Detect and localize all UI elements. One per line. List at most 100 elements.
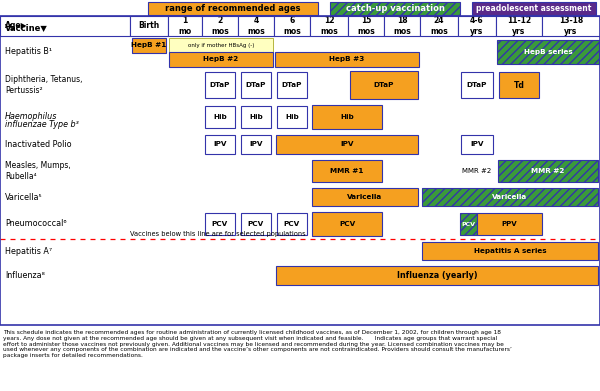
Bar	[205, 135, 235, 154]
Bar	[542, 263, 600, 288]
Text: Haemophilus: Haemophilus	[5, 112, 58, 121]
Text: MMR #2: MMR #2	[532, 168, 565, 174]
Text: Rubella⁴: Rubella⁴	[5, 172, 37, 181]
Text: DTaP: DTaP	[374, 82, 394, 88]
Bar	[420, 102, 458, 132]
Bar	[274, 132, 310, 157]
Bar	[348, 263, 384, 288]
Bar	[348, 36, 384, 68]
Bar	[205, 213, 235, 235]
Text: range of recommended ages: range of recommended ages	[165, 4, 301, 13]
Bar	[348, 157, 384, 185]
Text: 15
mos: 15 mos	[357, 16, 375, 36]
Bar	[0, 263, 600, 288]
Bar	[312, 188, 418, 206]
Bar	[168, 239, 202, 263]
Bar	[274, 68, 310, 102]
Bar	[275, 52, 419, 67]
Bar	[348, 16, 384, 36]
Bar	[496, 16, 542, 36]
Text: 1
mo: 1 mo	[178, 16, 191, 36]
Bar	[202, 68, 238, 102]
Bar	[542, 239, 600, 263]
Bar	[348, 132, 384, 157]
Bar	[496, 102, 542, 132]
Bar	[310, 185, 348, 209]
Bar	[496, 132, 542, 157]
Bar	[274, 16, 310, 36]
Bar	[169, 52, 273, 67]
Text: Influenza⁸: Influenza⁸	[5, 271, 45, 280]
Bar	[274, 102, 310, 132]
Text: catch-up vaccination: catch-up vaccination	[346, 4, 445, 13]
Text: 24
mos: 24 mos	[430, 16, 448, 36]
Bar	[384, 102, 420, 132]
Bar	[348, 185, 384, 209]
Text: Varicella⁵: Varicella⁵	[5, 192, 43, 201]
Text: MMR #1: MMR #1	[331, 168, 364, 174]
Bar	[0, 68, 600, 102]
Bar	[420, 209, 458, 239]
Bar	[276, 266, 598, 285]
Bar	[310, 239, 348, 263]
Bar	[384, 209, 420, 239]
Bar	[0, 132, 600, 157]
Bar	[0, 102, 600, 132]
Bar	[420, 36, 458, 68]
Bar	[130, 36, 168, 68]
Bar	[310, 132, 348, 157]
Text: 4
mos: 4 mos	[247, 16, 265, 36]
Text: DTaP: DTaP	[246, 82, 266, 88]
Bar	[458, 102, 496, 132]
Text: Hib: Hib	[249, 114, 263, 120]
Bar	[458, 132, 496, 157]
Bar	[168, 102, 202, 132]
Text: Hepatitis A⁷: Hepatitis A⁷	[5, 246, 52, 255]
Bar	[420, 157, 458, 185]
Bar	[130, 209, 168, 239]
Bar	[496, 36, 542, 68]
Text: HepB #3: HepB #3	[329, 57, 365, 63]
Text: Vaccine▼: Vaccine▼	[5, 23, 48, 32]
Text: PCV: PCV	[339, 221, 355, 227]
Bar	[496, 209, 542, 239]
Bar	[130, 239, 168, 263]
Bar	[0, 185, 600, 209]
Bar	[277, 106, 307, 128]
Bar	[310, 157, 348, 185]
Bar	[168, 157, 202, 185]
Bar	[310, 68, 348, 102]
Bar	[458, 36, 496, 68]
Bar	[542, 132, 600, 157]
Bar	[274, 209, 310, 239]
Text: This schedule indicates the recommended ages for routine administration of curre: This schedule indicates the recommended …	[3, 330, 512, 358]
Text: Hib: Hib	[285, 114, 299, 120]
Bar	[0, 239, 600, 263]
Text: Hib: Hib	[340, 114, 354, 120]
Bar	[276, 135, 418, 154]
Bar	[384, 68, 420, 102]
Bar	[497, 40, 599, 64]
Bar	[238, 102, 274, 132]
Bar	[130, 68, 168, 102]
Bar	[420, 185, 458, 209]
Text: PPV: PPV	[502, 221, 517, 227]
Text: Pneumococcal⁶: Pneumococcal⁶	[5, 219, 67, 228]
Text: Birth: Birth	[139, 22, 160, 30]
Bar	[0, 157, 600, 185]
Bar	[274, 185, 310, 209]
Bar	[238, 157, 274, 185]
Bar	[542, 16, 600, 36]
Text: Influenza (yearly): Influenza (yearly)	[397, 271, 478, 280]
Bar	[384, 239, 420, 263]
Bar	[458, 185, 496, 209]
Bar	[241, 72, 271, 98]
Bar	[542, 209, 600, 239]
Bar	[202, 16, 238, 36]
Bar	[477, 213, 542, 235]
Text: preadolescent assessment: preadolescent assessment	[476, 4, 592, 13]
Text: IPV: IPV	[249, 142, 263, 147]
Bar	[277, 72, 307, 98]
Bar	[130, 16, 168, 36]
Bar	[238, 16, 274, 36]
